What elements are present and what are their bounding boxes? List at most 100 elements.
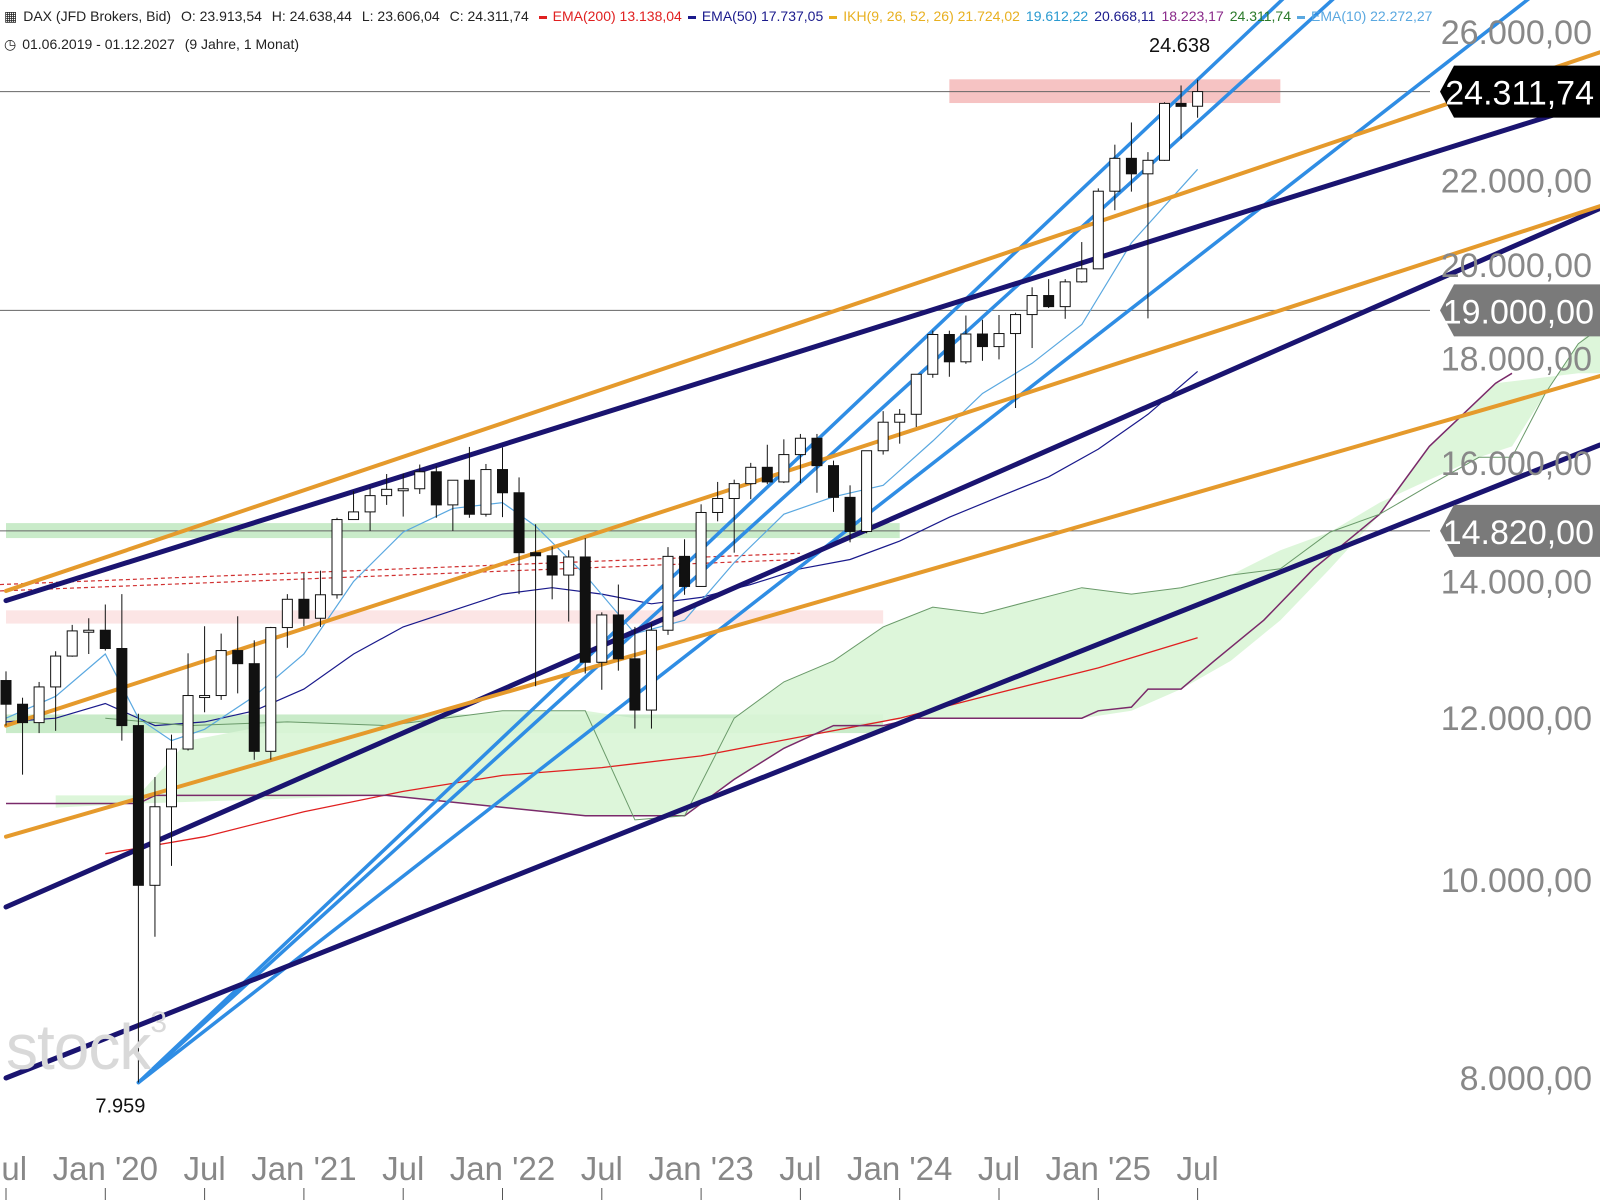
annotations: 24.638 7.959 — [95, 35, 1210, 1118]
x-tick-label: Jul — [0, 1150, 27, 1187]
candle-body — [513, 492, 525, 554]
trendline — [3, 205, 1600, 910]
trendline — [4, 374, 1600, 839]
candle-body — [314, 594, 326, 619]
open-value: O: 23.913,54 — [180, 8, 262, 24]
y-axis: 8.000,00 10.000,00 12.000,00 14.000,00 16.00… — [1441, 14, 1592, 1098]
candle-body — [182, 695, 194, 750]
trendline — [3, 442, 1600, 1081]
y-tick-label: 18.000,00 — [1441, 340, 1592, 378]
chart-header: ▦ DAX (JFD Brokers, Bid) O: 23.913,54 H: … — [4, 8, 1444, 25]
candle-body — [463, 479, 475, 515]
price-badge — [1440, 284, 1600, 337]
close-value: C: 24.311,74 — [449, 8, 529, 24]
y-tick-label: 8.000,00 — [1460, 1060, 1592, 1098]
candle-body — [1059, 281, 1071, 308]
candle-body — [497, 469, 508, 494]
candle-body — [1026, 295, 1038, 316]
candle-body — [662, 555, 674, 631]
y-tick-label: 26.000,00 — [1441, 14, 1592, 52]
candle-body — [430, 471, 442, 506]
candle-body — [645, 629, 657, 711]
x-tick-label: Jan '22 — [450, 1150, 555, 1187]
candle-body — [33, 686, 45, 724]
indicator-line — [6, 372, 1513, 817]
candle-body — [811, 437, 823, 467]
legend-item: 20.668,11 — [1094, 8, 1156, 24]
price-badge-label: 19.000,00 — [1443, 293, 1594, 331]
indicator-legend: EMA(200) 13.138,04 EMA(50) 17.737,05 IKH(9… — [538, 8, 1439, 24]
x-axis: Jul Jan '20 Jul Jan '21 Jul Jan '22 Jul Jan '23… — [0, 1150, 1219, 1200]
x-tick-label: Jul — [1177, 1150, 1219, 1187]
candle-body — [199, 695, 211, 699]
candle-body — [993, 333, 1005, 348]
x-tick-label: Jul — [978, 1150, 1020, 1187]
price-badge-label: 24.311,74 — [1445, 75, 1594, 113]
legend-item: EMA(10) 22.272,27 — [1311, 8, 1433, 24]
clock-icon: ◷ — [4, 36, 17, 52]
x-tick-label: Jan '23 — [648, 1150, 753, 1187]
legend-item: EMA(200) 13.138,04 — [552, 8, 682, 24]
y-tick-label: 20.000,00 — [1441, 247, 1592, 285]
candle-body — [612, 614, 624, 660]
x-tick-label: Jul — [382, 1150, 424, 1187]
legend-item: 18.223,17 — [1161, 8, 1224, 24]
candle-body — [861, 450, 873, 532]
price-badge — [1440, 65, 1600, 118]
candle-body — [281, 598, 293, 629]
trendline — [136, 0, 1285, 1085]
candle-body — [480, 469, 492, 515]
high-value: H: 24.638,44 — [271, 8, 352, 24]
candle-body — [348, 511, 360, 521]
candle-body — [596, 614, 608, 663]
candle-body — [728, 483, 740, 500]
price-badges: 24.311,74 19.000,00 14.820,00 — [1440, 65, 1600, 557]
chart-type-icon: ▦ — [4, 8, 18, 24]
legend-swatch — [829, 15, 838, 19]
candles — [0, 79, 1204, 1083]
cloud-area — [55, 321, 1600, 816]
candle-body — [364, 495, 376, 513]
price-annotation: 24.638 — [1149, 35, 1210, 57]
y-tick-label: 16.000,00 — [1441, 445, 1592, 483]
trendline — [4, 50, 1600, 593]
candle-body — [232, 650, 244, 665]
candle-body — [761, 466, 773, 483]
trendline — [3, 97, 1600, 604]
candle-body — [1010, 314, 1022, 335]
candle-body — [99, 629, 111, 650]
ichimoku-cloud — [55, 321, 1600, 816]
watermark-sup: 3 — [150, 1006, 167, 1039]
candle-body — [248, 663, 260, 752]
trendline — [136, 0, 1531, 1085]
low-value: L: 23.606,04 — [361, 8, 440, 24]
candle-body — [1125, 157, 1137, 175]
indicator-line — [105, 637, 1198, 855]
candle-body — [166, 748, 177, 808]
candle-body — [712, 498, 724, 513]
candle-body — [1076, 268, 1088, 283]
y-tick-label: 10.000,00 — [1441, 862, 1592, 900]
candle-body — [17, 703, 29, 724]
candle-body — [414, 471, 426, 490]
indicator-line — [105, 327, 1600, 821]
candle-body — [50, 655, 62, 688]
instrument-title: DAX (JFD Brokers, Bid) — [23, 8, 172, 24]
date-range: 01.06.2019 - 01.12.2027 — [22, 36, 175, 52]
trendline — [136, 0, 1335, 1085]
legend-item: 24.311,74 — [1229, 8, 1292, 24]
date-span: (9 Jahre, 1 Monat) — [184, 36, 300, 52]
candle-body — [828, 465, 839, 498]
candle-body — [265, 627, 277, 752]
price-badge-label: 14.820,00 — [1443, 514, 1594, 552]
candle-body — [894, 413, 906, 423]
candle-body — [1092, 190, 1104, 270]
legend-item: 19.612,22 — [1025, 8, 1089, 24]
candle-body — [960, 333, 972, 363]
date-range-row: ◷ 01.06.2019 - 01.12.2027 (9 Jahre, 1 Mon… — [4, 36, 305, 53]
candle-body — [331, 519, 343, 596]
candle-body — [298, 598, 310, 619]
legend-item: IKH(9, 26, 52, 26) 21.724,02 — [843, 8, 1020, 24]
y-tick-label: 12.000,00 — [1441, 700, 1592, 738]
